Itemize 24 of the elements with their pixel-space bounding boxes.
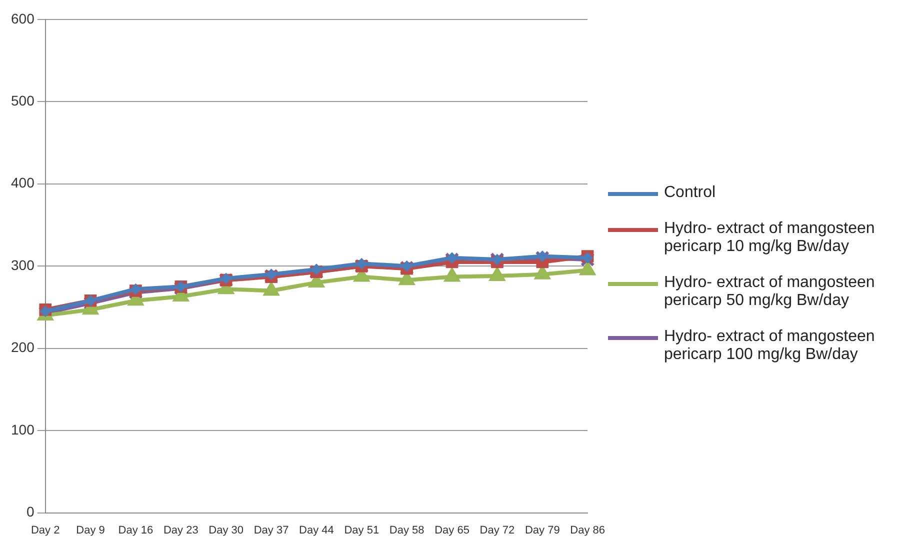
x-tick-label: Day 51 — [344, 524, 380, 536]
y-tick-label: 400 — [11, 174, 35, 191]
x-tick-label: Day 9 — [76, 524, 105, 536]
x-tick-label: Day 30 — [208, 524, 244, 536]
legend-label: Control — [664, 184, 716, 202]
y-tick-label: 600 — [11, 10, 35, 26]
x-tick-label: Day 23 — [163, 524, 198, 536]
y-tick-label: 100 — [11, 421, 35, 438]
x-tick-label: Day 65 — [434, 524, 470, 536]
legend-label: Hydro- extract of mangosteen pericarp 10 mg/kg Bw/day — [664, 220, 876, 256]
x-tick-label: Day 2 — [30, 524, 60, 536]
y-tick-label: 300 — [11, 256, 35, 273]
legend-label: Hydro- extract of mangosteen pericarp 100 mg/kg Bw/day — [664, 328, 876, 364]
y-tick-label: 200 — [11, 339, 35, 356]
legend-label: Hydro- extract of mangosteen pericarp 50 mg/kg Bw/day — [664, 274, 876, 310]
x-tick-label: Day 86 — [570, 524, 606, 536]
x-tick-label: Day 37 — [254, 524, 289, 536]
x-tick-label: Day 72 — [480, 524, 515, 536]
y-tick-label: 0 — [26, 504, 35, 520]
x-tick-label: Day 16 — [118, 524, 154, 536]
y-tick-label: 500 — [11, 92, 35, 108]
x-tick-label: Day 79 — [524, 524, 560, 536]
x-tick-label: Day 58 — [389, 524, 424, 536]
x-tick-label: Day 44 — [299, 524, 334, 536]
